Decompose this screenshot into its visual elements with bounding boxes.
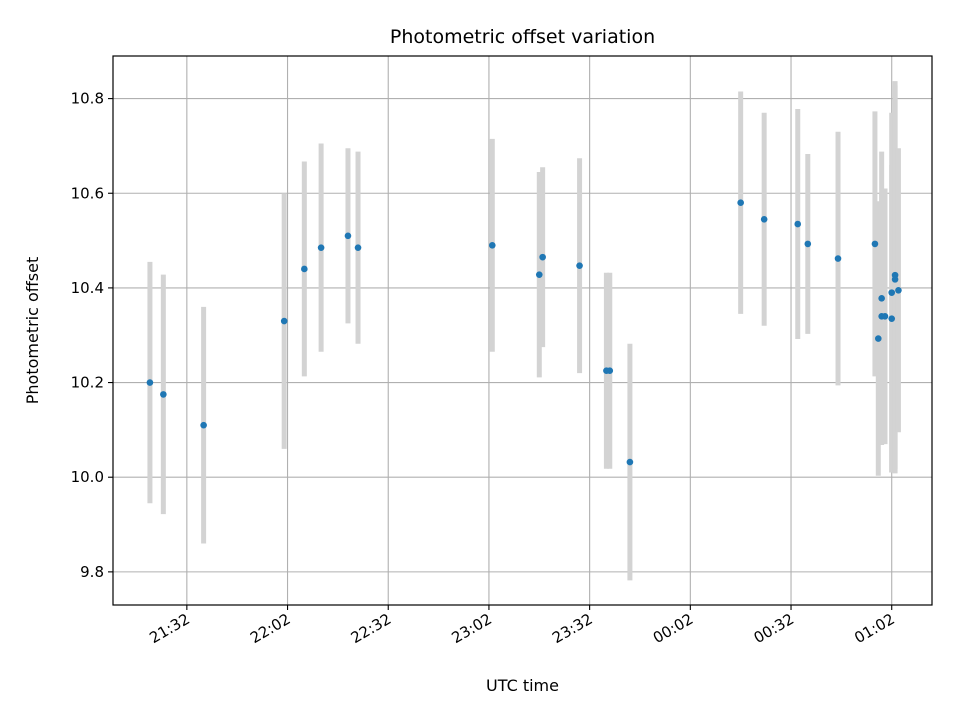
- data-point: [301, 265, 308, 273]
- data-point: [146, 379, 154, 386]
- x-tick-label: 00:32: [751, 610, 797, 647]
- data-point: [626, 458, 634, 466]
- data-point: [888, 315, 896, 322]
- y-axis-title: Photometric offset: [23, 257, 42, 405]
- data-point: [871, 240, 879, 248]
- error-bars: [147, 81, 901, 581]
- x-tick-label: 01:02: [851, 610, 897, 647]
- y-tick-label: 10.4: [71, 279, 104, 297]
- data-point: [488, 242, 496, 249]
- x-tick-label: 23:32: [549, 610, 595, 647]
- y-tick-label: 10.0: [71, 468, 104, 486]
- chart-title: Photometric offset variation: [390, 26, 655, 48]
- data-point: [344, 232, 352, 240]
- x-tick-label: 22:02: [247, 610, 293, 647]
- data-point: [354, 244, 362, 251]
- y-tick-label: 10.6: [71, 184, 104, 202]
- y-tick-label: 9.8: [80, 563, 104, 581]
- data-point: [317, 244, 325, 251]
- x-axis-title: UTC time: [486, 676, 559, 695]
- plot-area: [112, 55, 933, 606]
- x-tick-label: 22:32: [348, 610, 394, 647]
- x-tick-label: 21:32: [146, 610, 192, 647]
- data-point: [794, 220, 802, 228]
- data-point: [895, 286, 902, 294]
- data-point: [606, 367, 614, 375]
- data-point: [888, 289, 896, 296]
- y-tick-label: 10.8: [71, 90, 104, 108]
- data-point: [878, 295, 885, 302]
- data-point: [160, 391, 167, 398]
- axis-ticks: 9.8 10.0 10.2 10.4 10.6 10.8 21:32 22:02 22:32 23…: [71, 90, 898, 647]
- data-point: [874, 335, 882, 342]
- y-tick-label: 10.2: [71, 374, 104, 392]
- data-point: [737, 199, 744, 207]
- data-point: [881, 313, 889, 320]
- x-tick-label: 23:02: [448, 610, 494, 647]
- data-point: [535, 271, 543, 278]
- data-points: [146, 199, 902, 466]
- data-point: [891, 276, 899, 283]
- data-point: [804, 240, 812, 248]
- data-point: [834, 255, 842, 262]
- data-point: [200, 421, 207, 429]
- data-point: [539, 253, 546, 261]
- data-point: [280, 317, 288, 325]
- data-point: [760, 215, 768, 223]
- data-point: [576, 262, 583, 269]
- x-tick-label: 00:02: [650, 610, 696, 647]
